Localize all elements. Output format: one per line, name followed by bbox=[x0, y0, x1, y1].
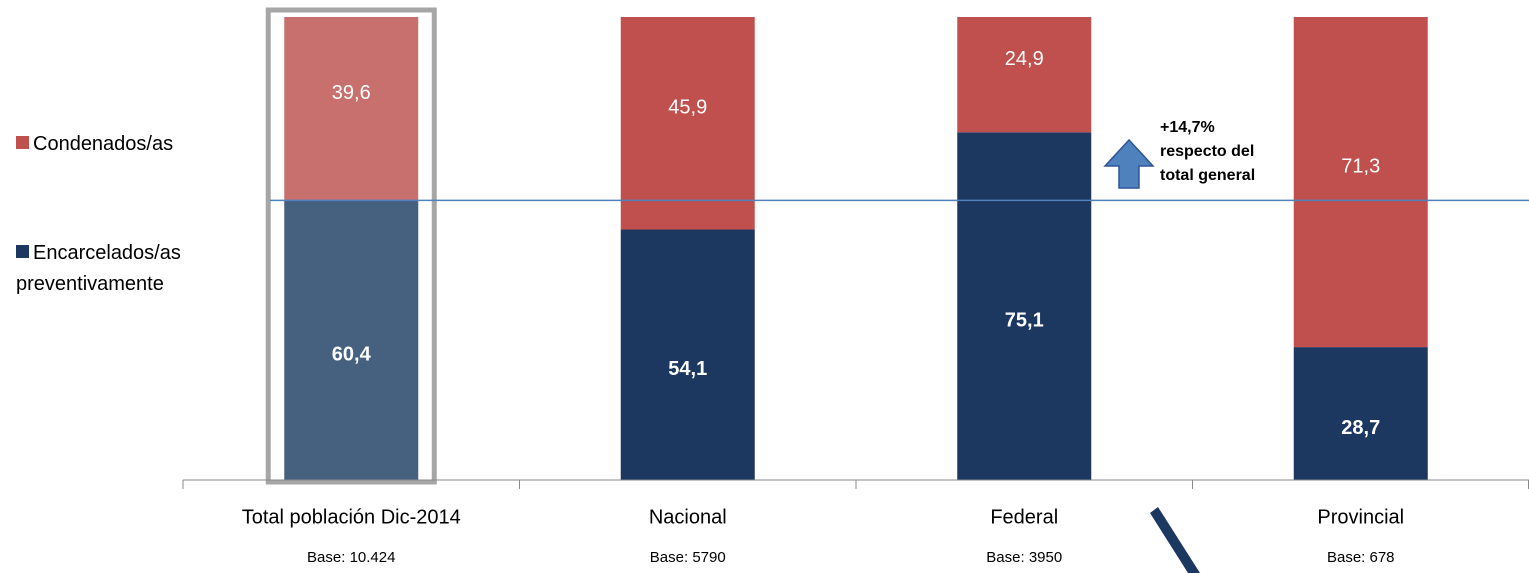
base-label: Base: 5790 bbox=[650, 549, 726, 566]
arrow-icon bbox=[1103, 138, 1155, 189]
value-label: 24,9 bbox=[1005, 48, 1044, 70]
bar-segment bbox=[284, 200, 419, 480]
value-label: 39,6 bbox=[332, 82, 371, 104]
bar-segment bbox=[957, 132, 1092, 481]
legend-label: Condenados/as bbox=[33, 133, 174, 155]
x-tick-label: Federal bbox=[990, 506, 1058, 528]
bar-segment bbox=[1293, 347, 1428, 480]
bar-segment bbox=[957, 17, 1092, 133]
value-label: 71,3 bbox=[1341, 155, 1380, 177]
x-tick-label: Nacional bbox=[649, 506, 727, 528]
value-label: 75,1 bbox=[1005, 309, 1044, 331]
bar-segment bbox=[620, 229, 755, 480]
value-label: 45,9 bbox=[668, 97, 707, 119]
arrow-icon bbox=[1150, 507, 1200, 573]
bar-segment bbox=[1293, 17, 1428, 348]
annotation: respecto del bbox=[1160, 143, 1254, 160]
legend-entry: Encarcelados/as preventivamente bbox=[16, 238, 196, 300]
base-label: Base: 3950 bbox=[986, 549, 1062, 566]
value-label: 28,7 bbox=[1341, 417, 1380, 439]
highlight-frame bbox=[265, 7, 437, 485]
legend-swatch bbox=[16, 136, 29, 149]
value-label: 54,1 bbox=[668, 358, 707, 380]
base-label: Base: 678 bbox=[1327, 549, 1395, 566]
legend-swatch bbox=[16, 245, 29, 258]
x-tick-label: Provincial bbox=[1317, 506, 1404, 528]
x-tick-label: Total población Dic-2014 bbox=[242, 506, 461, 528]
value-label: 60,4 bbox=[332, 343, 372, 365]
bar-segment bbox=[284, 17, 419, 201]
bar-segment bbox=[620, 17, 755, 230]
legend-label: Encarcelados/as preventivamente bbox=[16, 242, 181, 295]
annotation: total general bbox=[1160, 167, 1255, 184]
base-label: Base: 10.424 bbox=[307, 549, 395, 566]
annotation: +14,7% bbox=[1160, 119, 1215, 136]
legend-entry: Condenados/as bbox=[16, 129, 236, 160]
